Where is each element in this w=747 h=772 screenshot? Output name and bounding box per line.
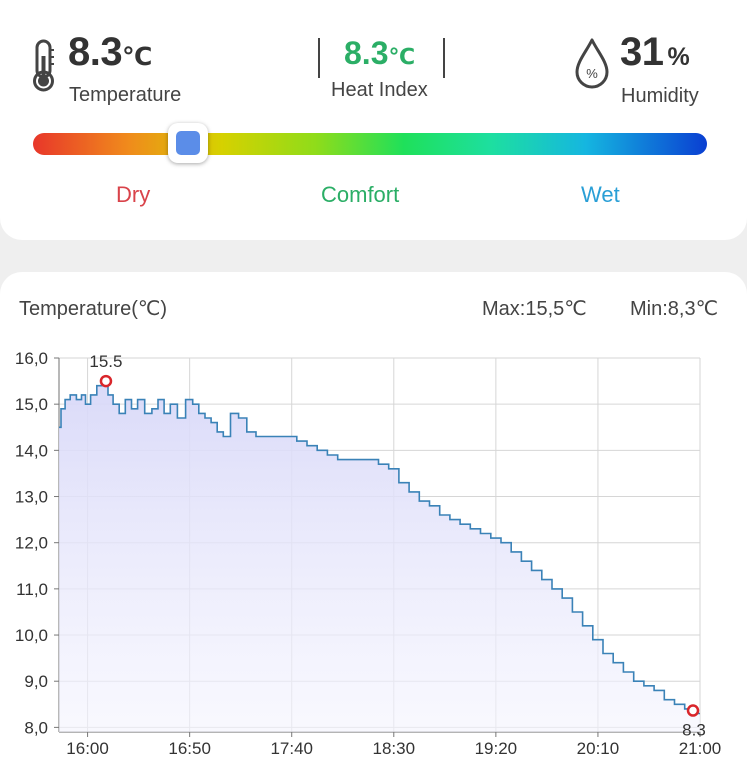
gauge-label-wet: Wet <box>581 182 620 207</box>
min-point-marker <box>686 704 700 717</box>
chart-title: Temperature(℃) <box>19 298 168 320</box>
humidity-drop-icon: % <box>575 38 609 89</box>
y-tick-label: 16,0 <box>15 349 48 368</box>
humidity-value: 31 <box>620 30 664 74</box>
humidity-label: Humidity <box>621 85 699 107</box>
chart-area-fill <box>59 381 700 732</box>
summary-card: 8.3℃ Temperature 8.3℃ Heat Index % 31% H… <box>0 0 747 240</box>
y-tick-label: 13,0 <box>15 488 48 507</box>
y-tick-label: 8,0 <box>24 718 48 737</box>
gauge-label-comfort: Comfort <box>321 182 400 207</box>
min-point-label: 8.3 <box>682 721 706 740</box>
humidity-readout: 31% <box>620 30 690 75</box>
temperature-value: 8.3 <box>68 30 123 74</box>
chart-markers: 15.5 8.3 <box>89 352 705 739</box>
x-tick-label: 20:10 <box>577 739 620 758</box>
heat-index-divider-left <box>318 38 320 78</box>
x-tick-label: 19:20 <box>475 739 518 758</box>
chart-y-axis: 16,0 15,0 14,0 13,0 12,0 11,0 10,0 9,0 8,0 <box>15 349 59 737</box>
max-point-marker <box>99 374 113 388</box>
y-tick-label: 9,0 <box>24 672 48 691</box>
x-tick-label: 17:40 <box>270 739 313 758</box>
chart-min-label: Min:8,3℃ <box>630 298 719 320</box>
temperature-label: Temperature <box>69 84 182 106</box>
y-tick-label: 11,0 <box>16 580 48 599</box>
chart-max-label: Max:15,5℃ <box>482 298 587 320</box>
comfort-gauge-marker <box>168 123 209 163</box>
x-tick-label: 21:00 <box>679 739 722 758</box>
heat-index-label: Heat Index <box>331 79 428 101</box>
temperature-readout: 8.3℃ <box>68 30 152 75</box>
x-tick-label: 16:00 <box>66 739 109 758</box>
humidity-unit: % <box>667 43 690 71</box>
heat-index-unit: ℃ <box>388 44 416 69</box>
max-point-label: 15.5 <box>89 352 122 371</box>
x-tick-label: 18:30 <box>373 739 416 758</box>
chart-x-axis: 16:00 16:50 17:40 18:30 19:20 20:10 21:00 <box>66 732 721 758</box>
heat-index-value: 8.3 <box>344 35 389 71</box>
humidity-icon-text: % <box>586 66 598 81</box>
temperature-unit: ℃ <box>122 43 153 71</box>
gauge-label-dry: Dry <box>116 182 151 207</box>
heat-index-divider-right <box>443 38 445 78</box>
y-tick-label: 12,0 <box>15 534 48 553</box>
y-tick-label: 14,0 <box>15 441 48 460</box>
y-tick-label: 10,0 <box>15 626 48 645</box>
y-tick-label: 15,0 <box>15 395 48 414</box>
chart-series-line <box>59 380 700 715</box>
heat-index-readout: 8.3℃ <box>344 35 415 72</box>
thermometer-icon <box>33 39 54 92</box>
x-tick-label: 16:50 <box>168 739 211 758</box>
